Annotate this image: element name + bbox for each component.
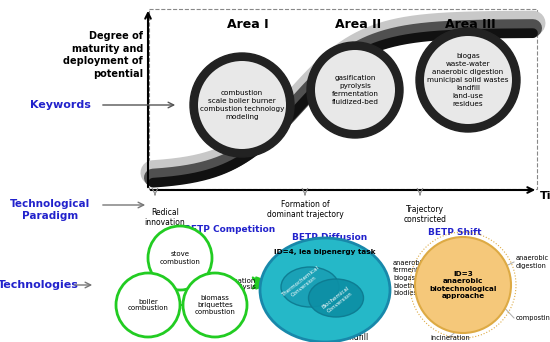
Text: ID=2
critical factor: ID=2 critical factor [153, 272, 213, 292]
Text: anaerobic
digestion: anaerobic digestion [516, 255, 549, 269]
Ellipse shape [260, 238, 390, 342]
Circle shape [183, 273, 247, 337]
Text: gasification
pyrolysis: gasification pyrolysis [216, 277, 256, 290]
Ellipse shape [309, 279, 364, 317]
Text: BETP Competition: BETP Competition [184, 225, 276, 234]
Text: composting: composting [516, 315, 550, 321]
Circle shape [190, 53, 294, 157]
Text: Area III: Area III [445, 18, 496, 31]
Circle shape [116, 273, 180, 337]
Text: biogas
waste-water
anaerobic digestion
municipal solid wastes
landfill
land-use
: biogas waste-water anaerobic digestion m… [427, 53, 509, 107]
Text: incineration: incineration [430, 335, 470, 341]
Text: Redical
innovation: Redical innovation [145, 208, 185, 227]
Text: ID=3
anaerobic
biotechnological
approache: ID=3 anaerobic biotechnological approach… [430, 271, 497, 299]
Ellipse shape [281, 267, 339, 307]
Text: Biochemical
Conversion: Biochemical Conversion [322, 286, 354, 315]
Text: Trajectory
constricted: Trajectory constricted [404, 205, 447, 224]
Text: BETP Diffusion: BETP Diffusion [293, 233, 367, 242]
Circle shape [416, 28, 520, 132]
Text: biomass
briquettes
combustion: biomass briquettes combustion [195, 295, 235, 315]
Text: BETP Shift: BETP Shift [428, 228, 482, 237]
Text: landfill: landfill [342, 333, 368, 342]
Text: Technologies: Technologies [0, 280, 79, 290]
Circle shape [148, 226, 212, 290]
Text: Keywords: Keywords [30, 100, 90, 110]
Text: gasification
pyrolysis
fermentation
fluidized-bed: gasification pyrolysis fermentation flui… [332, 75, 378, 105]
Text: Formation of
dominant trajectory: Formation of dominant trajectory [267, 200, 343, 220]
Circle shape [307, 42, 403, 138]
Text: combustion
scale boiler burner
combustion technology
modeling: combustion scale boiler burner combustio… [200, 90, 284, 120]
Circle shape [198, 61, 286, 149]
Text: Time: Time [540, 191, 550, 201]
Circle shape [315, 50, 395, 130]
Text: Degree of
maturity and
deployment of
potential: Degree of maturity and deployment of pot… [63, 31, 143, 79]
Text: stove
combustion: stove combustion [160, 251, 200, 264]
Text: Area II: Area II [335, 18, 381, 31]
Text: ID=4, iea bipenergy task: ID=4, iea bipenergy task [274, 249, 376, 255]
Text: Area I: Area I [227, 18, 269, 31]
Circle shape [415, 237, 511, 333]
Text: Technological
Paradigm: Technological Paradigm [10, 199, 90, 221]
Text: boiler
combustion: boiler combustion [128, 299, 168, 312]
Text: anaerobic
fermentation
biogas
bioethanol
biodiesel: anaerobic fermentation biogas bioethanol… [393, 260, 437, 296]
Circle shape [424, 36, 512, 124]
Text: Thermochemical
Conversion: Thermochemical Conversion [280, 266, 323, 302]
